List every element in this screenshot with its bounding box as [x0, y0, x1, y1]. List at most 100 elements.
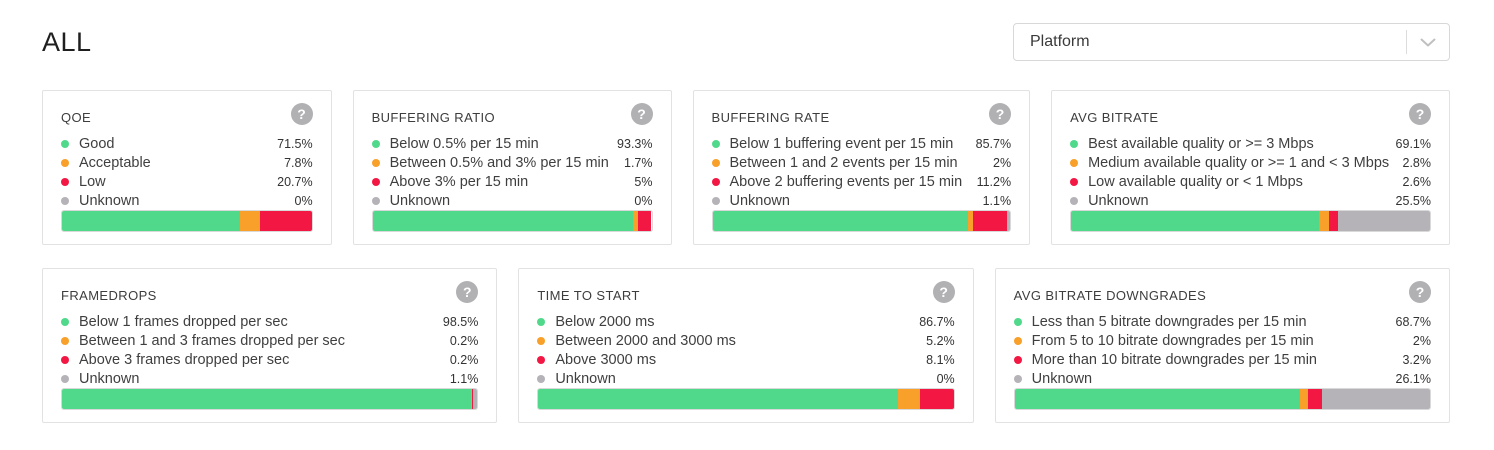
bar-segment-bad	[1308, 389, 1322, 409]
legend: Below 1 buffering event per 15 min 85.7% B…	[711, 134, 1012, 210]
legend-row: Below 0.5% per 15 min 93.3%	[371, 134, 653, 153]
bar-segment-good	[62, 389, 472, 409]
legend-value: 8.1%	[926, 352, 955, 367]
good-dot-icon	[537, 317, 546, 326]
legend-label: Unknown	[555, 370, 616, 387]
legend-value: 2.6%	[1402, 174, 1432, 189]
legend-value: 68.7%	[1395, 314, 1431, 329]
question-mark-glyph: ?	[1415, 284, 1425, 300]
legend-row: Best available quality or >= 3 Mbps 69.1%	[1070, 134, 1431, 153]
bar-segment-warn	[898, 389, 920, 409]
help-icon[interactable]: ?	[1408, 281, 1431, 303]
good-dot-icon	[61, 139, 69, 148]
legend-label: Below 2000 ms	[555, 313, 655, 330]
bar-segment-warn	[240, 211, 260, 231]
legend: Below 2000 ms 86.7% Between 2000 and 3000 …	[537, 312, 955, 388]
legend-value: 86.7%	[919, 314, 955, 329]
metric-card: AVG BITRATE DOWNGRADES ? Less than 5 bit…	[994, 268, 1450, 423]
question-mark-glyph: ?	[939, 284, 948, 300]
help-icon[interactable]: ?	[989, 103, 1012, 125]
legend-value: 25.5%	[1395, 193, 1431, 208]
legend-row: Less than 5 bitrate downgrades per 15 mi…	[1013, 312, 1431, 331]
legend-row: Unknown 0%	[537, 369, 955, 388]
bad-dot-icon	[1070, 177, 1079, 186]
question-mark-glyph: ?	[1415, 106, 1425, 122]
stacked-bar	[371, 210, 653, 232]
bar-segment-warn	[1319, 211, 1330, 231]
legend-row: Below 1 buffering event per 15 min 85.7%	[711, 134, 1011, 153]
help-icon[interactable]: ?	[1409, 103, 1431, 125]
legend-row: Low 20.7%	[61, 172, 313, 191]
bar-segment-unknown	[1338, 211, 1430, 231]
metrics-row-2: FRAMEDROPS ? Below 1 frames dropped per …	[42, 268, 1450, 423]
legend: Good 71.5% Acceptable 7.8% Low 20.7% Unknown 0%	[61, 134, 313, 210]
legend: Best available quality or >= 3 Mbps 69.1%…	[1070, 134, 1431, 210]
legend-value: 0%	[936, 371, 955, 386]
unknown-dot-icon	[1070, 196, 1079, 205]
legend-value: 2%	[1412, 333, 1431, 348]
legend-value: 69.1%	[1395, 136, 1431, 151]
card-title: QOE	[61, 110, 92, 125]
bad-dot-icon	[61, 177, 69, 186]
platform-dropdown[interactable]: Platform	[1013, 23, 1450, 61]
dashboard-header: ALL Platform	[42, 20, 1450, 64]
bar-segment-bad	[1329, 211, 1339, 231]
legend-label: Unknown	[1031, 370, 1093, 387]
stacked-bar	[1013, 388, 1431, 410]
stacked-bar	[711, 210, 1012, 232]
legend-row: Between 1 and 3 frames dropped per sec 0.…	[61, 331, 478, 350]
legend-row: Unknown 0%	[61, 191, 313, 210]
card-header: BUFFERING RATE ?	[712, 103, 1012, 125]
legend-row: Medium available quality or >= 1 and < 3…	[1070, 153, 1431, 172]
card-header: FRAMEDROPS ?	[61, 281, 479, 303]
bar-segment-bad	[471, 389, 473, 409]
legend-row: Above 3% per 15 min 5%	[371, 172, 653, 191]
legend-value: 11.2%	[976, 174, 1012, 189]
card-header: AVG BITRATE ?	[1070, 103, 1431, 125]
bad-dot-icon	[61, 355, 69, 364]
legend-row: Unknown 1.1%	[711, 191, 1011, 210]
legend-row: Above 3000 ms 8.1%	[537, 350, 955, 369]
legend-value: 20.7%	[277, 174, 313, 189]
bar-segment-good	[1014, 389, 1300, 409]
legend-label: Good	[79, 135, 115, 152]
bad-dot-icon	[1013, 355, 1022, 364]
metric-card: BUFFERING RATE ? Below 1 buffering event…	[692, 90, 1031, 245]
legend-label: Between 2000 and 3000 ms	[555, 332, 736, 349]
legend-label: Above 3000 ms	[555, 351, 657, 368]
legend-label: Between 0.5% and 3% per 15 min	[389, 154, 609, 171]
help-icon[interactable]: ?	[932, 281, 955, 303]
legend-label: Unknown	[79, 370, 140, 387]
legend-row: Below 2000 ms 86.7%	[537, 312, 955, 331]
legend: Less than 5 bitrate downgrades per 15 mi…	[1013, 312, 1431, 388]
bar-segment-unknown	[472, 389, 478, 409]
bar-segment-bad	[920, 389, 954, 409]
stacked-bar	[61, 210, 313, 232]
legend-label: Between 1 and 2 events per 15 min	[729, 154, 958, 171]
legend-value: 3.2%	[1402, 352, 1431, 367]
bar-segment-unknown	[1006, 211, 1011, 231]
legend-label: Unknown	[389, 192, 451, 209]
legend-label: Best available quality or >= 3 Mbps	[1088, 135, 1314, 152]
legend-label: Between 1 and 3 frames dropped per sec	[79, 332, 345, 349]
help-icon[interactable]: ?	[630, 103, 653, 125]
legend-label: Below 1 buffering event per 15 min	[729, 135, 954, 152]
help-icon[interactable]: ?	[456, 281, 479, 303]
warn-dot-icon	[1013, 336, 1022, 345]
page-title: ALL	[42, 26, 92, 57]
legend-value: 0%	[294, 193, 313, 208]
bar-segment-bad	[259, 211, 312, 231]
card-title: BUFFERING RATE	[711, 110, 830, 125]
help-icon[interactable]: ?	[290, 103, 313, 125]
bar-segment-bad	[637, 211, 652, 231]
metric-card: TIME TO START ? Below 2000 ms 86.7% Betwee…	[518, 268, 974, 423]
stacked-bar	[1070, 210, 1431, 232]
legend-label: Above 3 frames dropped per sec	[79, 351, 290, 368]
bad-dot-icon	[371, 177, 380, 186]
warn-dot-icon	[61, 336, 69, 345]
bar-segment-warn	[471, 389, 472, 409]
legend-value: 7.8%	[284, 155, 313, 170]
stacked-bar	[61, 388, 479, 410]
qoe-dashboard: ALL Platform QOE ? Good 71.5% Acceptable 7.…	[42, 20, 1450, 423]
bar-segment-good	[62, 211, 241, 231]
